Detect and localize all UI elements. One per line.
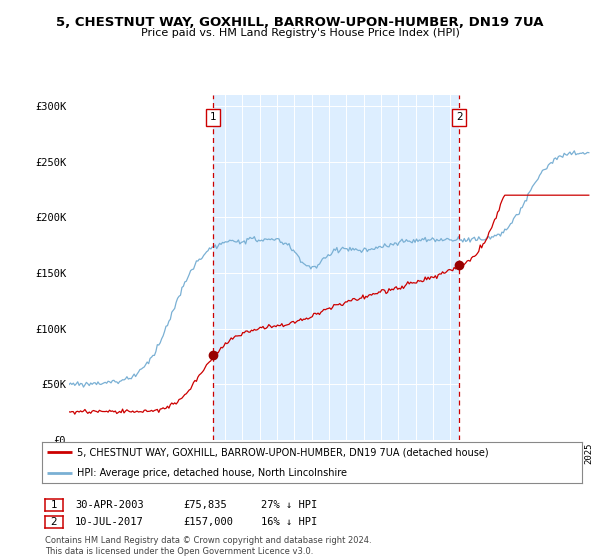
Text: 10-JUL-2017: 10-JUL-2017 (75, 517, 144, 527)
Text: 2: 2 (50, 517, 58, 527)
Text: HPI: Average price, detached house, North Lincolnshire: HPI: Average price, detached house, Nort… (77, 468, 347, 478)
Text: 2: 2 (456, 113, 463, 123)
Text: £157,000: £157,000 (183, 517, 233, 527)
Text: Contains HM Land Registry data © Crown copyright and database right 2024.
This d: Contains HM Land Registry data © Crown c… (45, 536, 371, 556)
Text: 16% ↓ HPI: 16% ↓ HPI (261, 517, 317, 527)
Text: 5, CHESTNUT WAY, GOXHILL, BARROW-UPON-HUMBER, DN19 7UA (detached house): 5, CHESTNUT WAY, GOXHILL, BARROW-UPON-HU… (77, 447, 489, 458)
Text: 1: 1 (50, 500, 58, 510)
Text: 1: 1 (210, 113, 217, 123)
Text: 30-APR-2003: 30-APR-2003 (75, 500, 144, 510)
Bar (214, 95, 460, 440)
Text: £75,835: £75,835 (183, 500, 227, 510)
Text: 5, CHESTNUT WAY, GOXHILL, BARROW-UPON-HUMBER, DN19 7UA: 5, CHESTNUT WAY, GOXHILL, BARROW-UPON-HU… (56, 16, 544, 29)
Text: Price paid vs. HM Land Registry's House Price Index (HPI): Price paid vs. HM Land Registry's House … (140, 28, 460, 38)
Text: 27% ↓ HPI: 27% ↓ HPI (261, 500, 317, 510)
